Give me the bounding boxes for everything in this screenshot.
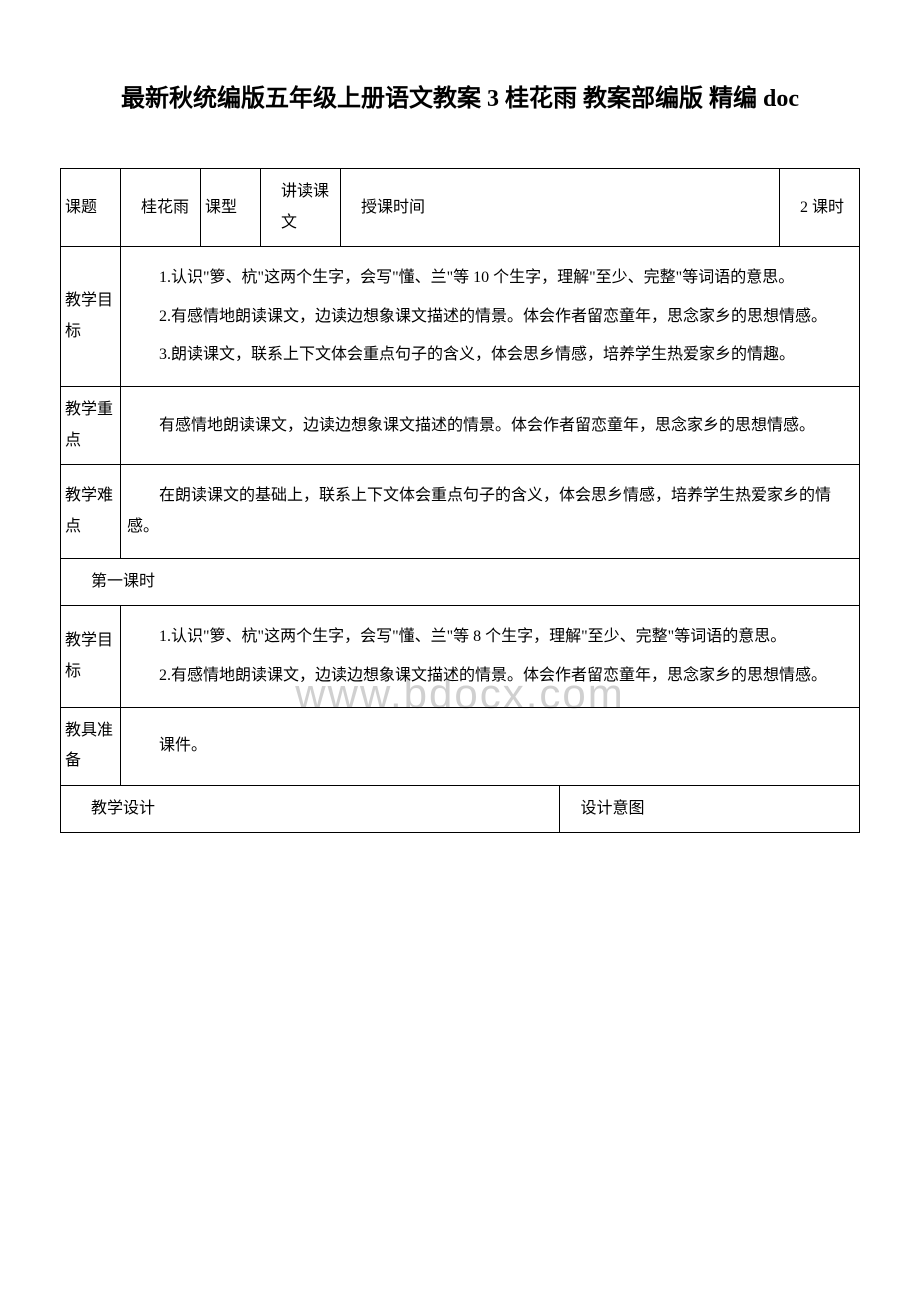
- footer-col-1: 教学设计: [61, 785, 560, 832]
- row-label: 教学重点: [61, 387, 121, 465]
- row-content: 1.认识"箩、杭"这两个生字，会写"懂、兰"等 10 个生字，理解"至少、完整"…: [121, 247, 860, 387]
- row-content: 课件。: [121, 708, 860, 786]
- tools-para-1: 课件。: [127, 731, 853, 761]
- row-label: 教学目标: [61, 247, 121, 387]
- page-container: www.bdocx.com 最新秋统编版五年级上册语文教案 3 桂花雨 教案部编…: [60, 80, 860, 833]
- row-label: 教具准备: [61, 708, 121, 786]
- header-label-2: 课型: [201, 169, 261, 247]
- focus-para-1: 有感情地朗读课文，边读边想象课文描述的情景。体会作者留恋童年，思念家乡的思想情感…: [127, 411, 853, 441]
- row-content: 有感情地朗读课文，边读边想象课文描述的情景。体会作者留恋童年，思念家乡的思想情感…: [121, 387, 860, 465]
- row-teaching-tools: 教具准备 课件。: [61, 708, 860, 786]
- header-row: 课题 桂花雨 课型 讲读课文 授课时间 2 课时: [61, 169, 860, 247]
- row-content: 在朗读课文的基础上，联系上下文体会重点句子的含义，体会思乡情感，培养学生热爱家乡…: [121, 465, 860, 559]
- footer-col-2: 设计意图: [560, 785, 860, 832]
- objective-para-2: 2.有感情地朗读课文，边读边想象课文描述的情景。体会作者留恋童年，思念家乡的思想…: [127, 302, 853, 332]
- header-label-1: 课题: [61, 169, 121, 247]
- header-value-2: 讲读课文: [261, 169, 341, 247]
- row-label: 教学目标: [61, 606, 121, 708]
- row-teaching-objectives: 教学目标 1.认识"箩、杭"这两个生字，会写"懂、兰"等 10 个生字，理解"至…: [61, 247, 860, 387]
- row-content: 1.认识"箩、杭"这两个生字，会写"懂、兰"等 8 个生字，理解"至少、完整"等…: [121, 606, 860, 708]
- difficulty-para-1: 在朗读课文的基础上，联系上下文体会重点句子的含义，体会思乡情感，培养学生热爱家乡…: [127, 481, 853, 542]
- header-value-3: 2 课时: [780, 169, 860, 247]
- row-label: 教学难点: [61, 465, 121, 559]
- header-label-3: 授课时间: [341, 169, 780, 247]
- header-value-1: 桂花雨: [121, 169, 201, 247]
- document-title: 最新秋统编版五年级上册语文教案 3 桂花雨 教案部编版 精编 doc: [60, 80, 860, 118]
- p1-objective-para-1: 1.认识"箩、杭"这两个生字，会写"懂、兰"等 8 个生字，理解"至少、完整"等…: [127, 622, 853, 652]
- objective-para-1: 1.认识"箩、杭"这两个生字，会写"懂、兰"等 10 个生字，理解"至少、完整"…: [127, 263, 853, 293]
- row-period1-objectives: 教学目标 1.认识"箩、杭"这两个生字，会写"懂、兰"等 8 个生字，理解"至少…: [61, 606, 860, 708]
- row-teaching-focus: 教学重点 有感情地朗读课文，边读边想象课文描述的情景。体会作者留恋童年，思念家乡…: [61, 387, 860, 465]
- section-divider: 第一课时: [61, 558, 860, 605]
- section-divider-row: 第一课时: [61, 558, 860, 605]
- footer-row: 教学设计 设计意图: [61, 785, 860, 832]
- p1-objective-para-2: 2.有感情地朗读课文，边读边想象课文描述的情景。体会作者留恋童年，思念家乡的思想…: [127, 661, 853, 691]
- objective-para-3: 3.朗读课文，联系上下文体会重点句子的含义，体会思乡情感，培养学生热爱家乡的情趣…: [127, 340, 853, 370]
- row-teaching-difficulty: 教学难点 在朗读课文的基础上，联系上下文体会重点句子的含义，体会思乡情感，培养学…: [61, 465, 860, 559]
- lesson-plan-table: 课题 桂花雨 课型 讲读课文 授课时间 2 课时 教学目标 1.认识"箩、杭"这…: [60, 168, 860, 833]
